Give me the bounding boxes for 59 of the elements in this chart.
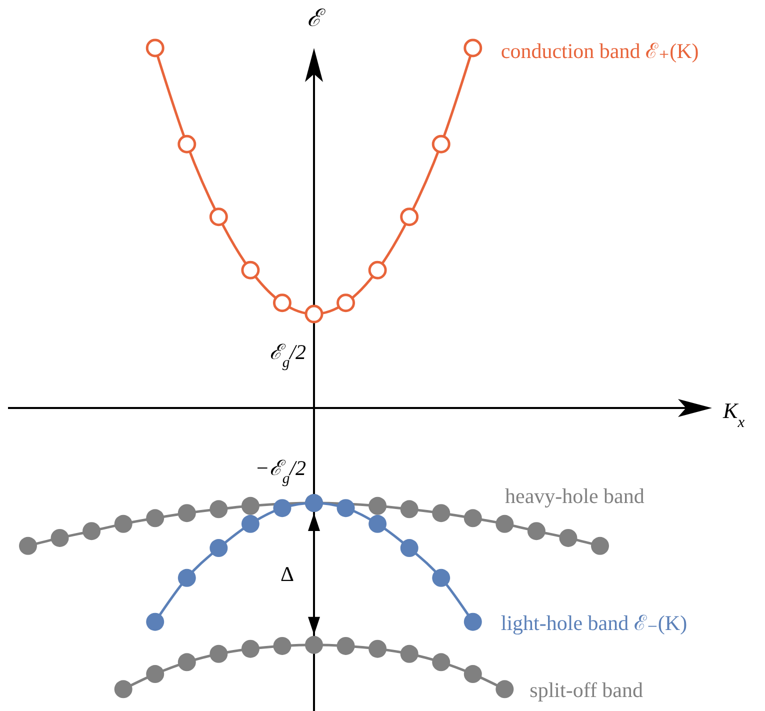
- point: [368, 640, 387, 658]
- point: [432, 504, 450, 522]
- point: [146, 612, 164, 631]
- point: [400, 539, 418, 558]
- point: [114, 680, 132, 698]
- point: [178, 504, 196, 522]
- point: [178, 568, 196, 587]
- annotation: ℰ$_{g}$/2: [269, 340, 306, 372]
- point: [432, 653, 450, 672]
- series-label: split-off band: [530, 678, 644, 702]
- point: [146, 665, 164, 684]
- point: [400, 208, 419, 226]
- y-axis-title: ℰ: [307, 6, 326, 32]
- series-label: heavy-hole band: [505, 484, 645, 508]
- point: [527, 522, 546, 540]
- point: [82, 522, 101, 540]
- point: [210, 539, 228, 558]
- point: [496, 680, 514, 698]
- point: [19, 536, 37, 555]
- point: [464, 665, 482, 684]
- series-label: conduction band ℰ₊(K): [500, 39, 699, 63]
- point: [146, 38, 164, 58]
- point: [368, 260, 387, 280]
- point: [336, 294, 356, 312]
- point: [368, 496, 387, 515]
- annotation: Δ: [280, 562, 294, 586]
- point: [272, 294, 292, 312]
- point: [209, 208, 228, 226]
- point: [304, 304, 324, 324]
- point: [591, 536, 609, 555]
- point: [114, 514, 132, 533]
- point: [241, 260, 260, 280]
- point: [464, 38, 482, 58]
- point: [50, 528, 69, 547]
- point: [336, 636, 355, 655]
- point: [273, 636, 292, 655]
- point: [273, 499, 292, 518]
- point: [400, 644, 418, 663]
- x-axis-title: K$_{x}$: [722, 398, 745, 430]
- point: [146, 509, 164, 528]
- point: [305, 636, 323, 654]
- point: [210, 644, 228, 663]
- point: [241, 514, 260, 533]
- point: [178, 134, 196, 154]
- point: [241, 640, 260, 658]
- point: [210, 500, 228, 518]
- point: [464, 612, 482, 631]
- series-label: light-hole band ℰ₋(K): [500, 610, 688, 635]
- point: [464, 509, 482, 528]
- annotation: −ℰ$_{g}$/2: [255, 456, 306, 488]
- point: [400, 500, 418, 518]
- point: [432, 134, 450, 154]
- point: [368, 514, 387, 533]
- point: [559, 528, 578, 547]
- point: [178, 653, 196, 672]
- point: [336, 499, 355, 518]
- point: [241, 496, 260, 515]
- point: [496, 514, 514, 533]
- point: [432, 568, 450, 587]
